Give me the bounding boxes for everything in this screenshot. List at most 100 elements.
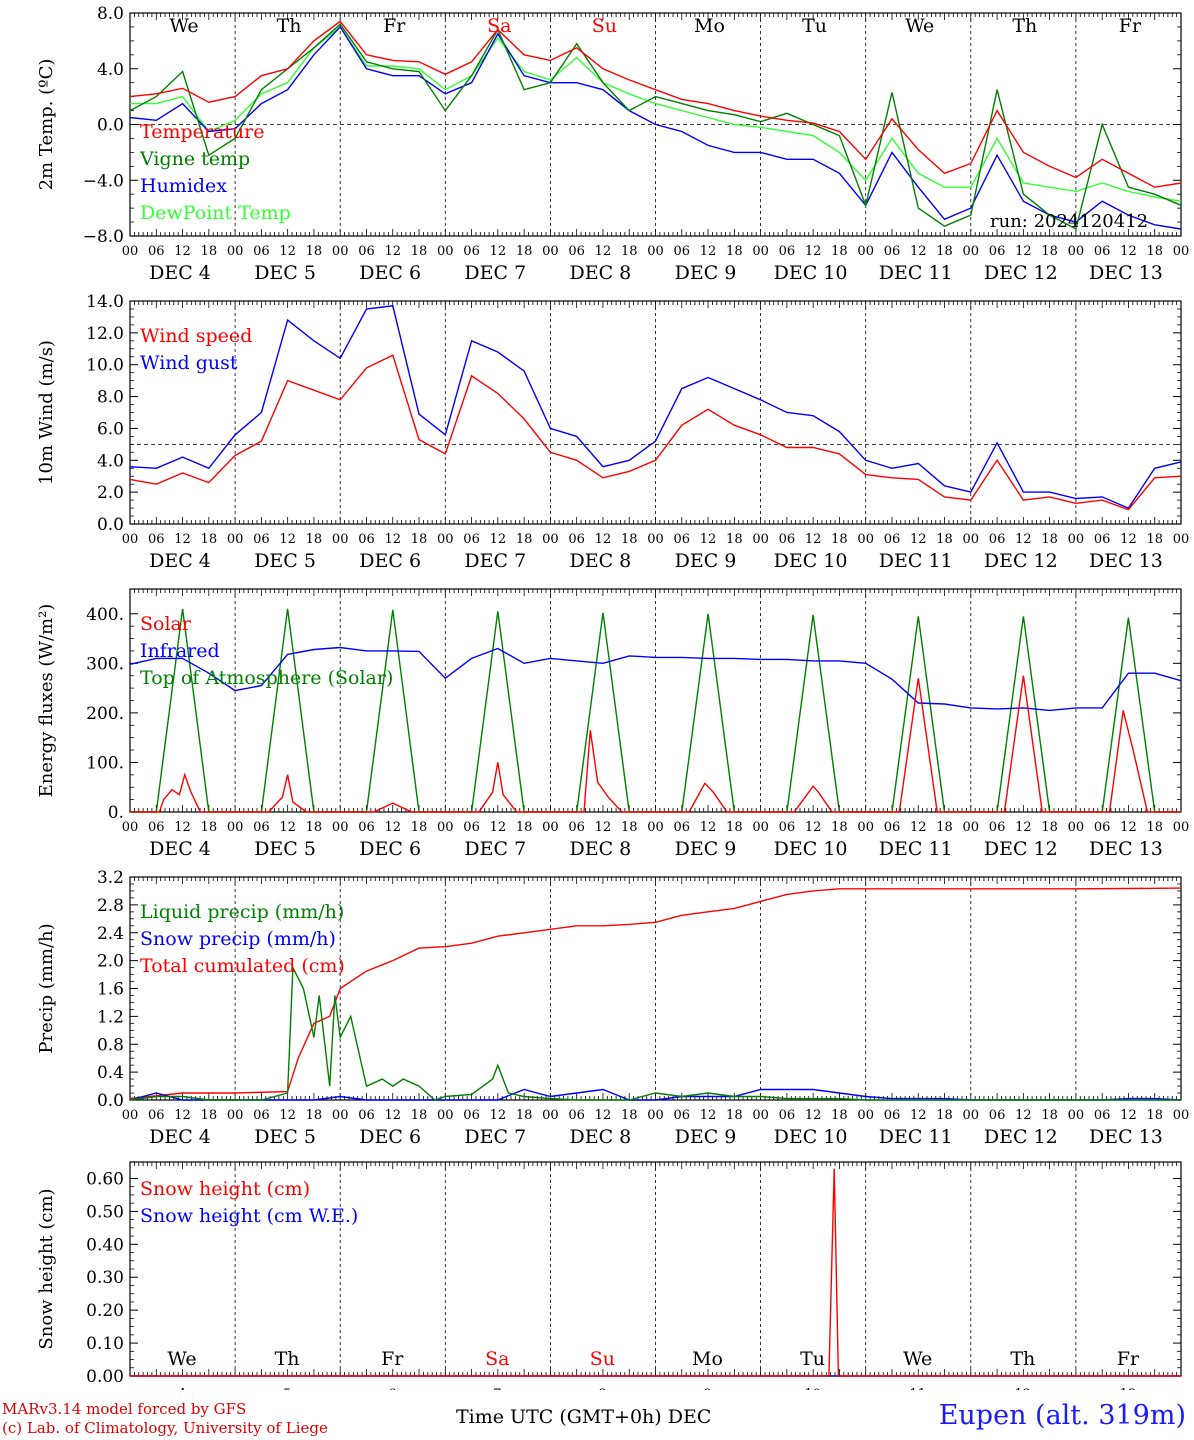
y-tick-label: 300.: [86, 654, 124, 674]
weekday-label: Th: [1010, 1348, 1035, 1370]
hour-tick-label: 06: [463, 244, 480, 259]
meteogram: 8.0 4.0 0.0 −4.0 −8.0 2m Temp. (ºC) Temperatur…: [36, 4, 1190, 1402]
hour-tick-label: 18: [411, 532, 428, 547]
hour-tick-label: 06: [148, 1108, 165, 1123]
legend-entry: Wind speed: [140, 325, 252, 347]
hour-tick-label: 00: [647, 1108, 664, 1123]
hour-tick-label: 06: [989, 820, 1006, 835]
hour-tick-label: 06: [779, 532, 796, 547]
day-number-label: 7: [493, 1387, 501, 1390]
hour-tick-label: 18: [831, 820, 848, 835]
series-line: [130, 25, 1182, 202]
date-label: DEC 9: [675, 1126, 737, 1148]
hour-tick-label: 18: [201, 1108, 218, 1123]
hour-tick-label: 18: [516, 244, 533, 259]
hour-tick-label: 12: [910, 532, 927, 547]
series-line: [129, 354, 1182, 511]
hour-tick-label: 12: [1120, 820, 1137, 835]
y-tick-label: 100.: [86, 753, 124, 773]
hour-tick-label: 12: [700, 244, 717, 259]
hour-tick-label: 06: [568, 532, 585, 547]
hour-tick-label: 18: [1041, 244, 1058, 259]
hour-tick-label: 00: [542, 1108, 559, 1123]
day-number-label: 9: [703, 1387, 711, 1390]
y-tick-label: 0.4: [97, 1063, 124, 1083]
hour-tick-label: 06: [779, 1108, 796, 1123]
hour-tick-label: 12: [384, 1108, 401, 1123]
date-label: DEC 4: [149, 838, 211, 860]
hour-tick-label: 12: [490, 1108, 507, 1123]
meteogram-svg: 8.0 4.0 0.0 −4.0 −8.0 2m Temp. (ºC) Temperatur…: [36, 4, 1190, 1402]
hour-tick-label: 12: [279, 1108, 296, 1123]
hour-tick-label: 18: [1146, 244, 1163, 259]
date-label: DEC 6: [359, 838, 421, 860]
hour-tick-label: 00: [1068, 244, 1085, 259]
date-label: DEC 13: [1089, 838, 1163, 860]
hour-tick-label: 12: [1015, 1108, 1032, 1123]
hour-tick-label: 06: [148, 820, 165, 835]
date-label: DEC 7: [464, 550, 526, 572]
weekday-label: Su: [592, 15, 617, 37]
series-line: [129, 964, 1181, 1101]
date-label: DEC 5: [254, 1126, 316, 1148]
hour-tick-label: 18: [516, 1108, 533, 1123]
y-axis-title: 2m Temp. (ºC): [36, 59, 57, 191]
weekday-label: Sa: [485, 1348, 509, 1370]
hour-tick-label: 12: [279, 820, 296, 835]
y-tick-label: 0.: [108, 803, 124, 823]
hour-tick-label: 00: [1173, 244, 1190, 259]
hour-tick-label: 06: [1094, 1108, 1111, 1123]
hour-tick-label: 12: [1120, 1108, 1137, 1123]
y-tick-label: 2.4: [97, 924, 124, 944]
y-tick-label: −8.0: [83, 227, 124, 247]
day-number-label: 4: [178, 1387, 186, 1390]
date-label: DEC 12: [984, 262, 1058, 284]
hour-tick-label: 00: [647, 820, 664, 835]
hour-tick-label: 00: [332, 532, 349, 547]
hour-tick-label: 00: [332, 1108, 349, 1123]
hour-tick-label: 00: [1068, 820, 1085, 835]
hour-tick-label: 00: [227, 244, 244, 259]
y-tick-label: 0.8: [97, 1035, 124, 1055]
hour-tick-label: 00: [1173, 820, 1190, 835]
hour-tick-label: 06: [148, 532, 165, 547]
y-tick-label: 0.0: [97, 515, 124, 535]
run-label: run: 2024120412: [990, 211, 1149, 232]
hour-tick-label: 06: [884, 244, 901, 259]
date-label: DEC 9: [675, 550, 737, 572]
hour-tick-label: 00: [542, 532, 559, 547]
day-number-label: 6: [388, 1387, 396, 1390]
weekday-label: Th: [1012, 15, 1037, 37]
day-number-label: 8: [598, 1387, 606, 1390]
hour-tick-label: 12: [1015, 820, 1032, 835]
y-tick-label: 400.: [86, 605, 124, 625]
hour-tick-label: 06: [358, 244, 375, 259]
y-tick-label: 0.60: [86, 1169, 124, 1189]
date-label: DEC 8: [570, 262, 632, 284]
hour-tick-label: 00: [647, 532, 664, 547]
hour-tick-label: 18: [201, 244, 218, 259]
hour-tick-label: 18: [1146, 532, 1163, 547]
hour-tick-label: 18: [936, 1108, 953, 1123]
y-tick-label: −4.0: [83, 171, 124, 191]
y-tick-label: 8.0: [97, 4, 124, 24]
hour-tick-label: 00: [1068, 532, 1085, 547]
legend-entry: Solar: [140, 613, 192, 635]
hour-tick-label: 12: [1120, 532, 1137, 547]
y-axis-title: Precip (mm/h): [36, 923, 57, 1053]
hour-tick-label: 00: [122, 244, 139, 259]
hour-tick-label: 18: [621, 1108, 638, 1123]
hour-tick-label: 00: [437, 244, 454, 259]
hour-tick-label: 12: [700, 820, 717, 835]
weekday-label: We: [903, 1348, 932, 1370]
hour-tick-label: 12: [700, 1108, 717, 1123]
weekday-label: Fr: [381, 1348, 404, 1370]
date-label: DEC 5: [254, 550, 316, 572]
hour-tick-label: 00: [647, 244, 664, 259]
hour-tick-label: 00: [752, 1108, 769, 1123]
hour-tick-label: 12: [279, 244, 296, 259]
hour-tick-label: 06: [884, 820, 901, 835]
hour-tick-label: 00: [122, 532, 139, 547]
hour-tick-label: 18: [726, 820, 743, 835]
legend-entry: Snow height (cm W.E.): [140, 1205, 358, 1227]
